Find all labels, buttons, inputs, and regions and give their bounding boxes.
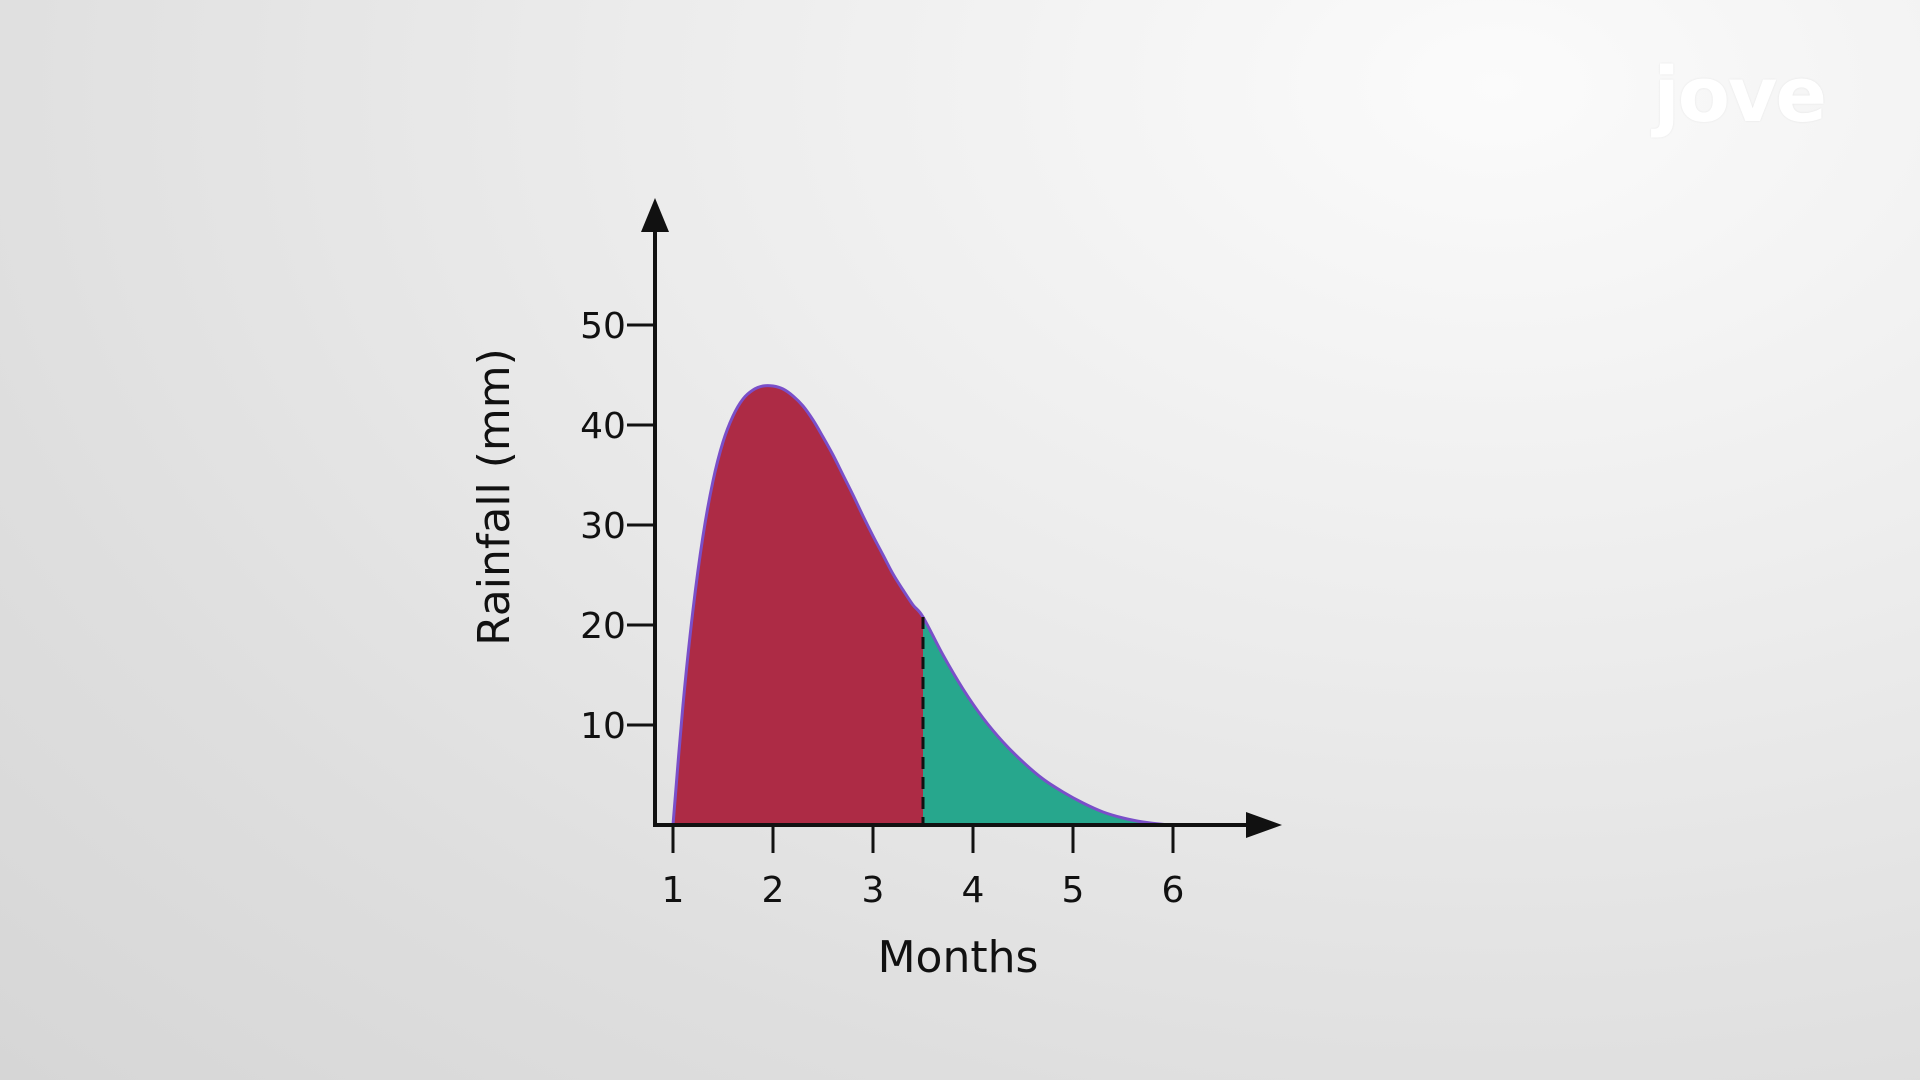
y-tick-label-30: 30 (580, 506, 626, 547)
x-axis-title: Months (878, 932, 1039, 983)
x-axis-arrow (1246, 812, 1282, 838)
distribution-curve (671, 384, 1174, 827)
area-segment-2 (923, 617, 1173, 825)
x-tick-label-5: 5 (1062, 870, 1085, 911)
x-tick-label-2: 2 (762, 870, 785, 911)
y-tick-label-40: 40 (580, 406, 626, 447)
y-axis-title: Rainfall (mm) (469, 348, 520, 646)
jove-logo: jove (1653, 50, 1827, 139)
x-tick-label-1: 1 (662, 870, 685, 911)
area-segment-1 (673, 385, 923, 825)
x-tick-label-4: 4 (962, 870, 985, 911)
y-axis-arrow (641, 198, 669, 232)
y-tick-label-50: 50 (580, 306, 626, 347)
y-tick-label-10: 10 (580, 706, 626, 747)
y-tick-label-20: 20 (580, 606, 626, 647)
x-tick-label-3: 3 (862, 870, 885, 911)
x-tick-label-6: 6 (1162, 870, 1185, 911)
